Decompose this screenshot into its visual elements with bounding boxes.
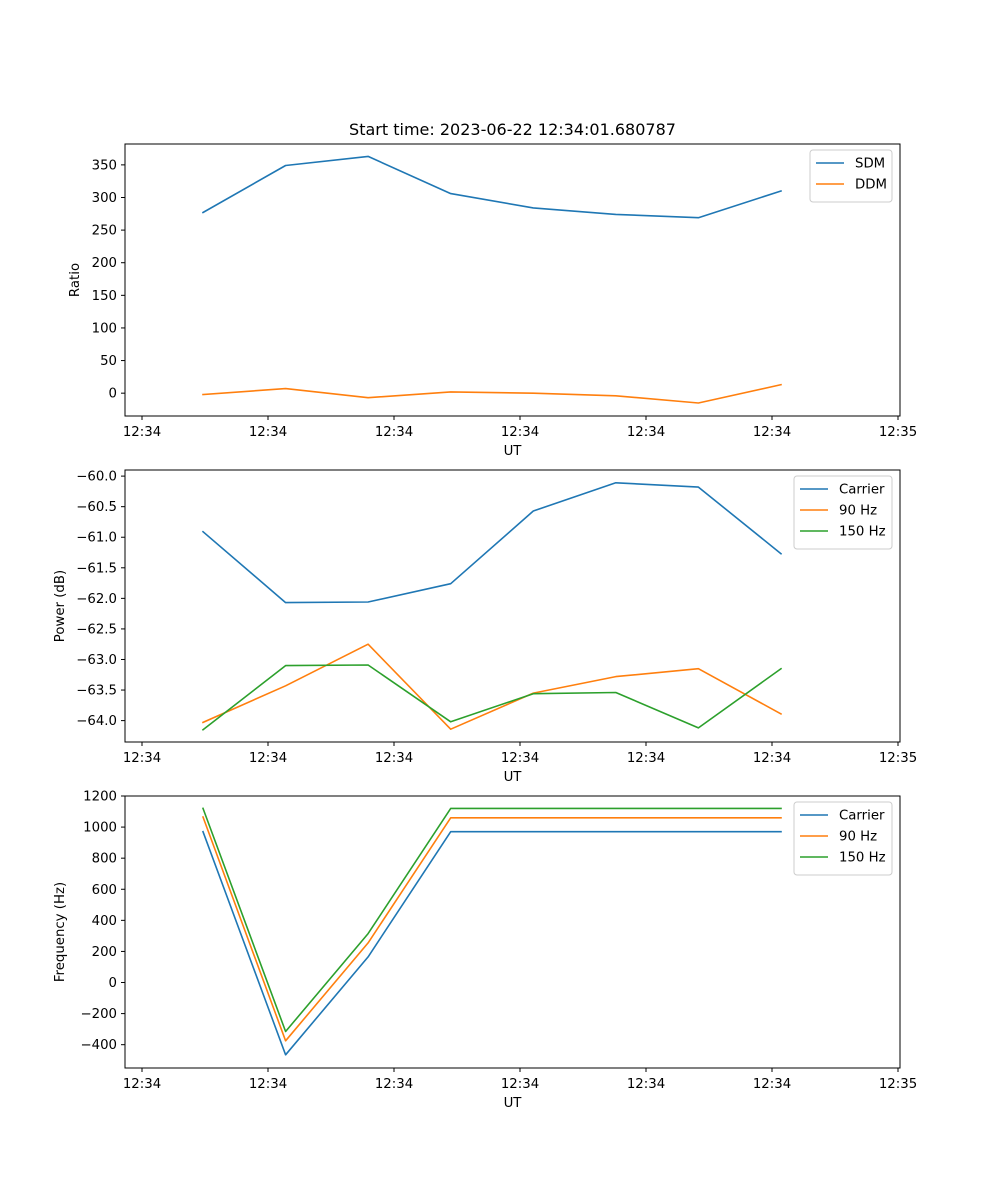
series-line-150-hz xyxy=(201,664,783,731)
y-tick-label: 0 xyxy=(109,976,117,991)
y-tick-label: 350 xyxy=(92,158,117,173)
y-tick-label: −63.0 xyxy=(76,653,117,668)
x-tick-label: 12:34 xyxy=(249,1077,287,1092)
legend-entry: 90 Hz xyxy=(839,504,877,519)
series-line-150-hz xyxy=(201,807,782,1033)
y-axis-label: Ratio xyxy=(68,263,83,297)
x-axis-label: UT xyxy=(504,444,523,459)
chart-panel-1: Start time: 2023-06-22 12:34:01.680787 0 5… xyxy=(68,120,917,459)
y-tick-label: −62.5 xyxy=(76,622,117,637)
x-tick-label: 12:34 xyxy=(375,751,413,766)
y-tick-label: 800 xyxy=(92,852,117,867)
x-tick-label: 12:34 xyxy=(375,425,413,440)
x-tick-label: 12:34 xyxy=(375,1077,413,1092)
y-tick-label: 600 xyxy=(92,883,117,898)
legend-entry: 150 Hz xyxy=(839,851,886,866)
y-tick-label: −63.5 xyxy=(76,684,117,699)
series-line-sdm xyxy=(201,155,783,219)
y-tick-label: 100 xyxy=(92,321,117,336)
x-tick-label: 12:35 xyxy=(879,425,917,440)
x-tick-label: 12:34 xyxy=(501,425,539,440)
y-tick-label: 50 xyxy=(100,354,117,369)
y-tick-label: −61.0 xyxy=(76,531,117,546)
y-tick-label: 1000 xyxy=(83,821,117,836)
y-tick-label: 200 xyxy=(92,945,117,960)
x-tick-label: 12:34 xyxy=(123,425,161,440)
x-axis-label: UT xyxy=(504,1096,523,1111)
series-line-ddm xyxy=(202,383,782,404)
y-tick-label: −64.0 xyxy=(76,714,117,729)
x-tick-label: 12:34 xyxy=(627,425,665,440)
x-tick-label: 12:34 xyxy=(249,425,287,440)
x-tick-label: 12:34 xyxy=(123,1077,161,1092)
legend-entry: Carrier xyxy=(839,809,885,824)
y-tick-label: 1200 xyxy=(83,790,117,805)
y-tick-label: 400 xyxy=(92,914,117,929)
x-tick-label: 12:34 xyxy=(249,751,287,766)
y-tick-label: 0 xyxy=(109,387,117,402)
y-tick-label: 200 xyxy=(92,256,117,271)
series-line-90-hz xyxy=(201,643,783,731)
series-line-carrier xyxy=(201,481,783,604)
x-tick-label: 12:34 xyxy=(753,1077,791,1092)
plot-frame xyxy=(124,795,901,1069)
x-tick-label: 12:34 xyxy=(627,751,665,766)
plot-frame xyxy=(124,143,901,417)
y-tick-label: −60.0 xyxy=(76,470,117,485)
x-tick-label: 12:35 xyxy=(879,1077,917,1092)
series-line-carrier xyxy=(201,830,782,1056)
legend: Carrier 90 Hz 150 Hz xyxy=(793,475,893,550)
legend-entry: SDM xyxy=(855,157,885,172)
plot-frame xyxy=(124,469,901,743)
x-tick-label: 12:34 xyxy=(123,751,161,766)
x-tick-label: 12:34 xyxy=(501,751,539,766)
legend-entry: 150 Hz xyxy=(839,525,886,540)
chart-panel-2: −64.0 −63.5 −63.0 −62.5 −62.0 −61.5 −61.0 −60.5… xyxy=(53,469,917,785)
y-tick-label: 300 xyxy=(92,191,117,206)
x-tick-label: 12:34 xyxy=(753,425,791,440)
y-tick-label: −61.5 xyxy=(76,561,117,576)
legend-entry: 90 Hz xyxy=(839,830,877,845)
y-axis-label: Frequency (Hz) xyxy=(53,882,68,982)
chart-panel-3: −400 −200 0 200 400 600 800 1000 1200 12:34 12:34 1… xyxy=(53,790,917,1112)
legend: SDM DDM xyxy=(809,149,893,203)
legend-entry: DDM xyxy=(855,178,887,193)
y-tick-label: −200 xyxy=(80,1007,117,1022)
y-tick-label: 150 xyxy=(92,289,117,304)
chart-title: Start time: 2023-06-22 12:34:01.680787 xyxy=(349,120,676,139)
x-tick-label: 12:34 xyxy=(627,1077,665,1092)
x-axis-label: UT xyxy=(504,770,523,785)
legend: Carrier 90 Hz 150 Hz xyxy=(793,801,893,876)
y-axis-label: Power (dB) xyxy=(53,570,68,642)
y-tick-label: −62.0 xyxy=(76,592,117,607)
x-tick-label: 12:34 xyxy=(753,751,791,766)
x-tick-label: 12:35 xyxy=(879,751,917,766)
legend-entry: Carrier xyxy=(839,483,885,498)
y-tick-label: −400 xyxy=(80,1038,117,1053)
x-tick-label: 12:34 xyxy=(501,1077,539,1092)
series-line-90-hz xyxy=(201,815,782,1042)
y-tick-label: −60.5 xyxy=(76,500,117,515)
y-tick-label: 250 xyxy=(92,224,117,239)
